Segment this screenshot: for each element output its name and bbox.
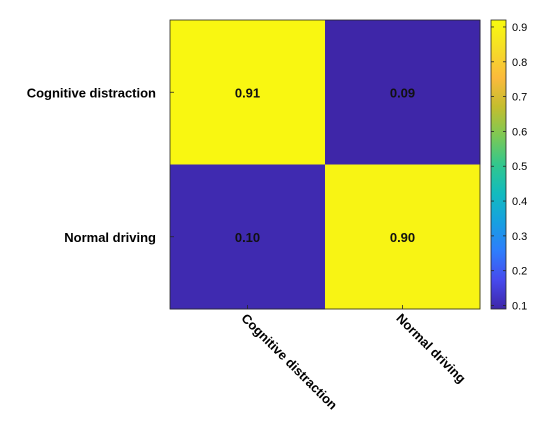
colorbar-tick-label: 0.2 <box>512 266 527 278</box>
colorbar-tick-label: 0.8 <box>512 57 527 69</box>
heatmap-cell-value: 0.09 <box>390 85 415 100</box>
colorbar: 0.1 0.2 0.3 0.4 0.5 0.6 0.7 0.8 0.9 <box>490 19 527 313</box>
colorbar-gradient <box>490 19 507 310</box>
plot-frame <box>169 19 481 310</box>
colorbar-tick-label: 0.3 <box>512 231 527 243</box>
heatmap-cell-value: 0.90 <box>390 230 415 245</box>
heatmap-cells <box>170 20 481 310</box>
y-tick-label: Cognitive distraction <box>27 85 156 100</box>
y-tick-label: Normal driving <box>64 230 156 245</box>
colorbar-tick-label: 0.6 <box>512 126 527 138</box>
colorbar-tick-label: 0.4 <box>512 196 527 208</box>
colorbar-tick-label: 0.5 <box>512 161 527 173</box>
heatmap-cell <box>170 164 326 310</box>
heatmap-cell <box>170 20 326 165</box>
colorbar-tick-label: 0.1 <box>512 301 527 313</box>
heatmap-cell-value: 0.91 <box>235 85 260 100</box>
heatmap-cell-labels: 0.91 0.09 0.10 0.90 <box>235 85 415 245</box>
x-tick-label: Normal driving <box>393 311 469 387</box>
x-tick-label: Cognitive distraction <box>238 311 340 413</box>
heatmap-cell <box>325 164 481 310</box>
colorbar-tick-label: 0.9 <box>512 22 527 34</box>
heatmap-cell <box>325 20 481 165</box>
colorbar-tick-label: 0.7 <box>512 92 527 104</box>
heatmap-cell-value: 0.10 <box>235 230 260 245</box>
